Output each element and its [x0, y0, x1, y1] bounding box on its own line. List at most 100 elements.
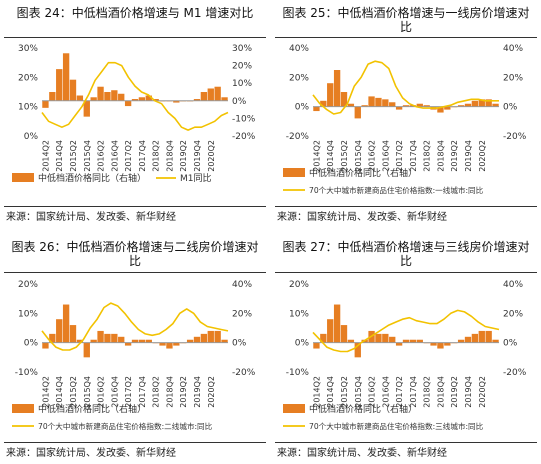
source-note: 来源：国家统计局、发改委、新华财经 [277, 448, 447, 459]
bar [347, 339, 355, 343]
x-tick-label: 2015Q2 [69, 376, 78, 408]
bar [62, 53, 70, 101]
x-tick-label: 2019Q4 [193, 140, 202, 172]
x-tick-label: 2015Q4 [354, 376, 363, 408]
bar [313, 106, 320, 112]
x-tick-label: 2019Q4 [464, 376, 473, 408]
bar [375, 333, 382, 343]
source-rule [275, 442, 537, 443]
y-tick-label-right: 20% [232, 62, 252, 72]
x-tick-label: 2017Q4 [138, 376, 147, 408]
bar [382, 99, 389, 107]
bar [444, 342, 451, 346]
x-tick-label: 2019Q2 [450, 376, 459, 408]
title-rule [4, 272, 266, 273]
bar [69, 79, 77, 101]
x-tick-label: 2016Q2 [97, 376, 106, 408]
bar [221, 339, 228, 343]
bar [368, 96, 375, 107]
bar [395, 342, 403, 346]
bar [485, 99, 492, 107]
bar [464, 103, 472, 107]
line-series [312, 60, 499, 115]
x-tick-label: 2015Q2 [69, 140, 78, 172]
bar [464, 336, 472, 343]
bar [90, 339, 97, 343]
x-tick-label: 2018Q2 [423, 140, 432, 172]
x-tick-label: 2014Q2 [312, 140, 321, 172]
legend-label: 70个大中城市新建商品住宅价格指数:三线城市:同比 [309, 421, 484, 431]
bar [62, 304, 70, 343]
bar [83, 342, 90, 358]
bar [409, 339, 417, 343]
x-tick-label: 2020Q2 [478, 140, 487, 172]
x-tick-label: 2017Q2 [124, 376, 133, 408]
bar [145, 339, 152, 343]
bar [347, 103, 355, 107]
x-tick-label: 2017Q4 [409, 376, 418, 408]
legend-label: 中低档酒价格同比（右轴） [309, 167, 417, 179]
bar [430, 342, 437, 346]
chart-title-line: 比 [399, 254, 412, 268]
chart-plot: 20% 10% 0% -10% 40% 20% 0% -20% 2014Q2 2014Q4 2015… [283, 280, 527, 431]
x-tick-label: 2020Q2 [207, 376, 216, 408]
legend-bar-swatch [12, 173, 34, 182]
bar [361, 105, 368, 107]
bar [111, 333, 118, 343]
chart-title: 图表 26：中低档酒价格增速与二线房价增速对 比 [4, 240, 266, 268]
chart-title-line: 图表 25：中低档酒价格增速与一线房价增速对 [282, 6, 530, 20]
bar [478, 330, 485, 343]
x-tick-label: 2016Q4 [110, 140, 119, 172]
x-tick-label: 2014Q2 [41, 376, 50, 408]
bar [118, 336, 125, 343]
bar [340, 325, 348, 343]
chart-title: 图表 25：中低档酒价格增速与一线房价增速对 比 [275, 6, 537, 34]
bar [492, 103, 499, 107]
chart-title: 图表 27：中低档酒价格增速与三线房价增速对 比 [275, 240, 537, 268]
legend-label: M1同比 [180, 172, 212, 184]
bar [49, 333, 56, 343]
y-tick-label-right: -20% [503, 132, 527, 142]
bar [457, 339, 465, 343]
bar [402, 105, 410, 107]
x-tick-label: 2014Q2 [312, 376, 321, 408]
y-tick-label-right: 30% [232, 44, 252, 54]
bar [111, 90, 118, 101]
bar [152, 99, 159, 101]
y-tick-label-right: -20% [232, 368, 256, 378]
y-tick-label-left: 20% [18, 280, 38, 290]
y-tick-label-left: 20% [289, 73, 309, 83]
source-note: 来源：国家统计局、发改委、新华财经 [277, 212, 447, 223]
legend-bar-swatch [12, 404, 34, 413]
chart-panel-27: 图表 27：中低档酒价格增速与三线房价增速对 比 20% 10% 0% -10% 40%… [275, 232, 537, 462]
bar [382, 333, 389, 343]
legend-label: 中低档酒价格同比（右轴） [38, 403, 146, 415]
bar [389, 102, 396, 107]
y-tick-label-right: -20% [232, 132, 256, 142]
bar [437, 342, 444, 349]
bar [97, 86, 104, 101]
bar [83, 100, 90, 117]
x-tick-label: 2018Q4 [165, 140, 174, 172]
bar [207, 330, 214, 343]
x-tick-label: 2017Q2 [395, 376, 404, 408]
x-tick-label: 2016Q2 [368, 376, 377, 408]
x-tick-label: 2015Q2 [340, 376, 349, 408]
x-tick-label: 2016Q2 [97, 140, 106, 172]
bar [444, 106, 451, 110]
bar [42, 100, 49, 108]
line-series [312, 309, 500, 353]
x-tick-label: 2015Q2 [340, 140, 349, 172]
source-rule [4, 442, 266, 443]
x-tick-label: 2014Q2 [41, 140, 50, 172]
y-tick-label-left: 0% [295, 103, 310, 113]
bar [193, 336, 201, 343]
x-tick-label: 2016Q2 [368, 140, 377, 172]
y-tick-label-right: 0% [232, 97, 247, 107]
line-series [41, 302, 229, 351]
y-tick-label-left: 0% [24, 339, 39, 349]
bar [478, 99, 485, 107]
x-tick-label: 2017Q4 [409, 140, 418, 172]
bar [138, 339, 146, 343]
legend-label: 70个大中城市新建商品住宅价格指数:一线城市:同比 [309, 185, 484, 195]
